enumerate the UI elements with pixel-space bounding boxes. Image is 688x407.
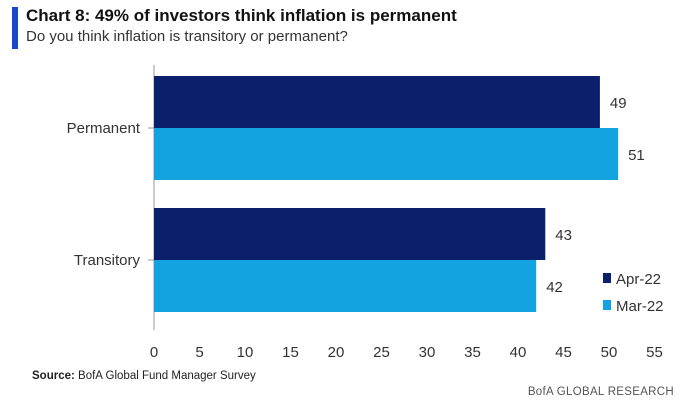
x-tick-label: 5	[195, 344, 203, 361]
bar-value-label: 42	[546, 279, 563, 296]
bar	[154, 76, 600, 128]
x-tick-label: 10	[237, 344, 254, 361]
legend-swatch	[603, 273, 611, 283]
x-tick-label: 40	[510, 344, 527, 361]
x-tick-label: 45	[555, 344, 572, 361]
bar-value-label: 49	[610, 95, 627, 112]
legend-swatch	[603, 300, 611, 310]
x-tick-label: 20	[328, 344, 345, 361]
chart-title: Chart 8: 49% of investors think inflatio…	[26, 6, 457, 25]
legend-label: Mar-22	[616, 298, 664, 315]
x-tick-label: 55	[646, 344, 663, 361]
source-note: Source: BofA Global Fund Manager Survey	[32, 370, 256, 382]
x-tick-label: 30	[419, 344, 436, 361]
category-label: Permanent	[67, 120, 141, 137]
category-label: Transitory	[74, 252, 141, 269]
chart-subtitle: Do you think inflation is transitory or …	[26, 28, 348, 45]
bar	[154, 260, 537, 312]
source-text: BofA Global Fund Manager Survey	[78, 370, 256, 382]
x-tick-label: 15	[282, 344, 299, 361]
bar	[154, 208, 546, 260]
bar	[154, 128, 619, 180]
legend-label: Apr-22	[616, 271, 661, 288]
x-tick-label: 50	[601, 344, 618, 361]
x-tick-label: 25	[373, 344, 390, 361]
source-label: Source:	[32, 370, 75, 382]
brand-label: BofA GLOBAL RESEARCH	[527, 386, 674, 398]
title-accent-bar	[12, 7, 18, 49]
bar-value-label: 43	[555, 227, 572, 244]
x-tick-label: 35	[464, 344, 481, 361]
bar-value-label: 51	[628, 147, 645, 164]
x-tick-label: 0	[150, 344, 158, 361]
